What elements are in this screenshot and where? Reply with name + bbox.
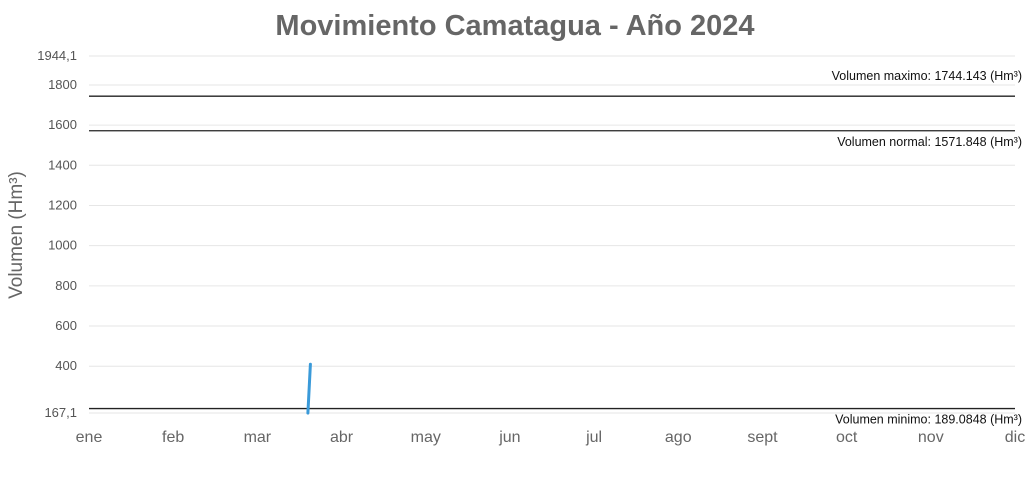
- x-tick-label: mar: [244, 429, 272, 446]
- y-tick-label: 600: [55, 318, 77, 333]
- x-tick-label: abr: [330, 429, 354, 446]
- x-tick-label: sept: [747, 429, 778, 446]
- x-tick-label: jun: [498, 429, 520, 446]
- y-tick-label: 400: [55, 358, 77, 373]
- series-line: [306, 362, 312, 415]
- x-tick-label: may: [411, 429, 441, 446]
- reference-line-label: Volumen minimo: 189.0848 (Hm³): [835, 413, 1022, 427]
- y-tick-label: 1800: [48, 77, 77, 92]
- y-tick-label: 1600: [48, 117, 77, 132]
- series-layer: [306, 362, 312, 415]
- x-tick-label: oct: [836, 429, 858, 446]
- y-axis-label: Volumen (Hm³): [6, 171, 27, 299]
- chart-title: Movimiento Camatagua - Año 2024: [275, 10, 754, 42]
- y-tick-label: 167,1: [44, 405, 77, 420]
- x-tick-label: jul: [585, 429, 602, 446]
- y-tick-label: 1944,1: [37, 48, 77, 63]
- y-tick-label: 800: [55, 278, 77, 293]
- y-axis-ticks: 167,1 400 600 800 1000 1200 1400 1600 1800 1944,1: [37, 48, 77, 420]
- x-tick-label: ene: [76, 429, 103, 446]
- y-tick-label: 1400: [48, 157, 77, 172]
- x-tick-label: ago: [665, 429, 692, 446]
- y-tick-label: 1200: [48, 197, 77, 212]
- y-tick-label: 1000: [48, 238, 77, 253]
- reference-line-label: Volumen normal: 1571.848 (Hm³): [837, 135, 1022, 149]
- gridlines: [89, 55, 1015, 414]
- x-tick-label: nov: [918, 429, 944, 446]
- x-tick-label: dic: [1005, 429, 1025, 446]
- x-tick-label: feb: [162, 429, 184, 446]
- reference-line-label: Volumen maximo: 1744.143 (Hm³): [832, 69, 1022, 83]
- x-axis-ticks: ene feb mar abr may jun jul ago sept oct nov dic: [76, 429, 1026, 446]
- reference-lines: Volumen maximo: 1744.143 (Hm³) Volumen no…: [89, 69, 1022, 427]
